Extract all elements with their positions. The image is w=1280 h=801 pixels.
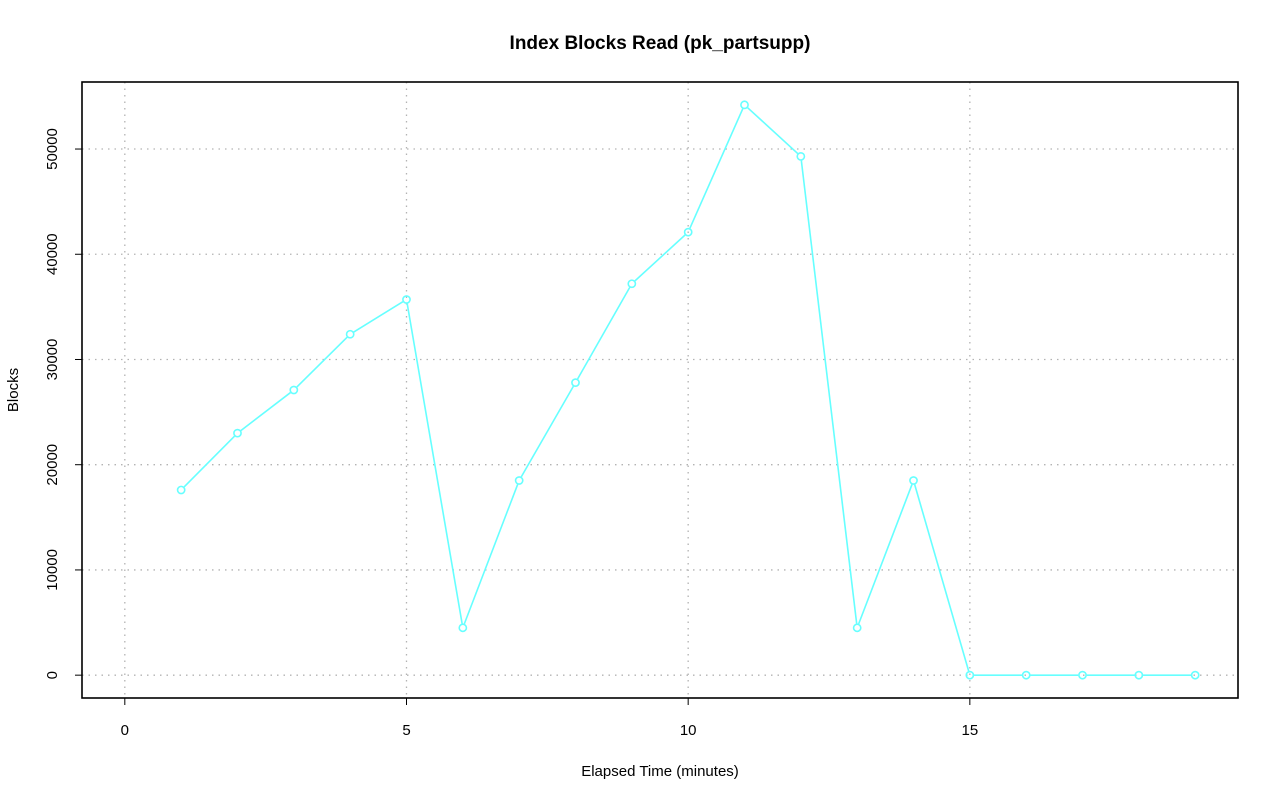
series-line-segment	[296, 336, 348, 388]
series-line-segment	[463, 484, 519, 625]
series-line-segment	[520, 385, 575, 478]
data-point	[965, 670, 975, 680]
x-tick-label: 15	[962, 722, 979, 739]
data-point	[852, 623, 862, 633]
x-tick-label: 0	[121, 722, 129, 739]
data-point	[345, 329, 355, 339]
grid	[82, 82, 1238, 698]
data-point	[289, 385, 299, 395]
data-point	[1134, 670, 1144, 680]
data-point	[740, 100, 749, 110]
y-tick-label: 10000	[44, 549, 61, 591]
series-line-segment	[913, 484, 970, 672]
data-point	[627, 279, 637, 289]
series-line-segment	[353, 301, 404, 333]
data-point	[1078, 670, 1087, 680]
data-point	[683, 227, 693, 237]
y-axis-label: Blocks	[5, 368, 22, 412]
axes: 0 5 10 15 0 10000 20000 30000 40000 50000	[44, 128, 978, 739]
chart-title: Index Blocks Read (pk_partsupp)	[510, 33, 811, 54]
data-series	[176, 100, 1200, 680]
data-point	[1190, 670, 1200, 680]
data-point	[233, 428, 242, 438]
data-point	[458, 623, 468, 633]
y-tick-label: 40000	[44, 233, 61, 275]
y-tick-label: 20000	[44, 444, 61, 486]
y-tick-label: 50000	[44, 128, 61, 170]
y-tick-label: 30000	[44, 339, 61, 381]
series-line-segment	[634, 234, 686, 282]
data-point	[796, 151, 806, 161]
data-point	[514, 476, 524, 485]
data-point	[1021, 670, 1031, 680]
series-line-segment	[747, 107, 799, 155]
series-line-segment	[857, 484, 913, 625]
data-point	[176, 485, 186, 495]
data-point	[402, 295, 411, 304]
plot-frame	[81, 81, 1239, 699]
series-line-segment	[183, 435, 236, 488]
x-axis-label: Elapsed Time (minutes)	[581, 763, 739, 780]
y-tick-label: 0	[44, 671, 61, 679]
x-tick-label: 5	[402, 722, 410, 739]
x-tick-label: 10	[680, 722, 697, 739]
series-line-segment	[689, 108, 744, 229]
series-line-segment	[240, 391, 291, 432]
data-point	[571, 378, 580, 388]
data-point	[909, 476, 918, 485]
series-line-segment	[406, 303, 463, 624]
series-line-segment	[576, 286, 631, 380]
series-line-segment	[800, 160, 858, 624]
